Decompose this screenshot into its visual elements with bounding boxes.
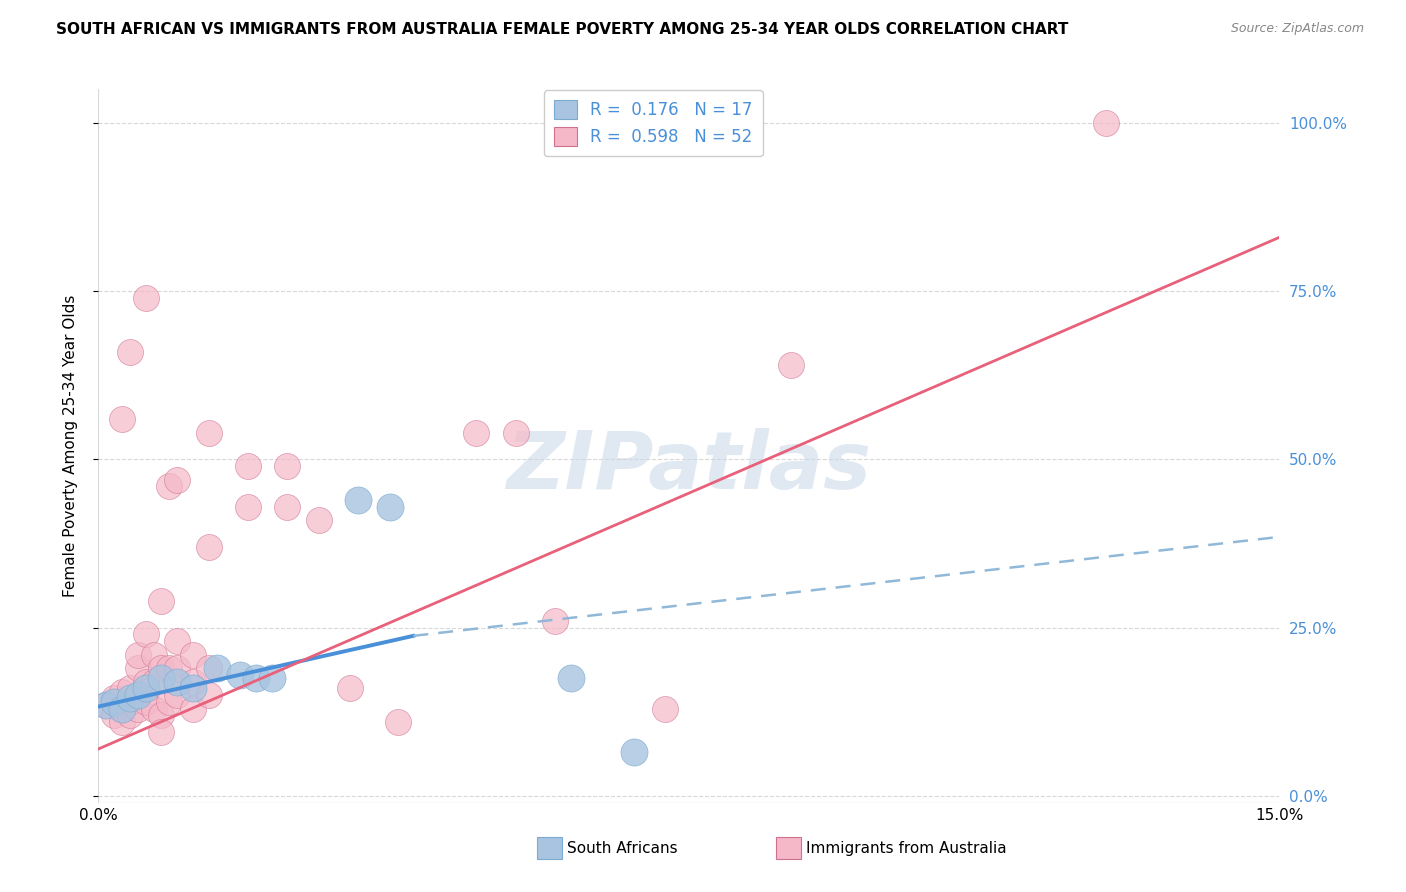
Point (236, 500, 259, 514)
Point (308, 513, 330, 527)
Point (236, 459, 259, 474)
Point (111, 701, 134, 715)
Point (150, 708, 173, 723)
Point (339, 681, 361, 696)
Point (150, 725, 173, 739)
Point (150, 671, 173, 685)
Point (197, 540, 219, 554)
Point (229, 668, 252, 682)
Point (135, 291, 157, 305)
Point (166, 688, 188, 702)
Point (96, 698, 118, 713)
Legend: R =  0.176   N = 17, R =  0.598   N = 52: R = 0.176 N = 17, R = 0.598 N = 52 (544, 90, 763, 156)
Point (150, 594, 173, 608)
Point (623, 745, 645, 759)
Point (111, 714, 134, 729)
Point (142, 701, 165, 715)
Point (103, 691, 125, 706)
Point (544, 614, 567, 628)
Point (181, 674, 204, 689)
Text: South Africans: South Africans (567, 841, 678, 855)
Point (654, 701, 676, 715)
Point (181, 648, 204, 662)
Point (157, 479, 180, 493)
Point (560, 671, 582, 685)
Point (118, 681, 141, 696)
Point (166, 661, 188, 675)
Point (135, 681, 157, 696)
Point (276, 459, 298, 474)
Point (142, 648, 165, 662)
Point (118, 344, 141, 359)
Point (197, 661, 219, 675)
Point (205, 661, 228, 675)
Point (181, 701, 204, 715)
Point (378, 500, 401, 514)
Point (111, 701, 134, 715)
Point (166, 634, 188, 648)
Point (157, 661, 180, 675)
Text: SOUTH AFRICAN VS IMMIGRANTS FROM AUSTRALIA FEMALE POVERTY AMONG 25-34 YEAR OLDS : SOUTH AFRICAN VS IMMIGRANTS FROM AUSTRAL… (56, 22, 1069, 37)
Point (127, 661, 149, 675)
Text: Immigrants from Australia: Immigrants from Australia (806, 841, 1007, 855)
Point (245, 671, 267, 685)
Y-axis label: Female Poverty Among 25-34 Year Olds: Female Poverty Among 25-34 Year Olds (63, 295, 77, 597)
Point (103, 708, 125, 723)
Point (197, 688, 219, 702)
Point (387, 714, 409, 729)
Point (780, 358, 803, 372)
Point (181, 681, 204, 696)
Point (103, 695, 125, 709)
Point (197, 425, 219, 440)
Point (465, 425, 488, 440)
Point (157, 695, 180, 709)
Point (135, 627, 157, 641)
Point (1095, 116, 1118, 130)
Point (118, 695, 141, 709)
Point (142, 674, 165, 689)
Point (127, 701, 149, 715)
Point (118, 708, 141, 723)
Point (127, 688, 149, 702)
Point (347, 492, 370, 507)
Point (260, 671, 283, 685)
Point (276, 500, 298, 514)
Point (135, 695, 157, 709)
Point (166, 674, 188, 689)
Point (118, 691, 141, 706)
Point (166, 473, 188, 487)
Point (111, 684, 134, 698)
Point (111, 412, 134, 426)
Point (505, 425, 527, 440)
Point (127, 648, 149, 662)
Point (135, 674, 157, 689)
Point (150, 661, 173, 675)
Text: ZIPatlas: ZIPatlas (506, 428, 872, 507)
Point (96, 698, 118, 713)
Text: Source: ZipAtlas.com: Source: ZipAtlas.com (1230, 22, 1364, 36)
